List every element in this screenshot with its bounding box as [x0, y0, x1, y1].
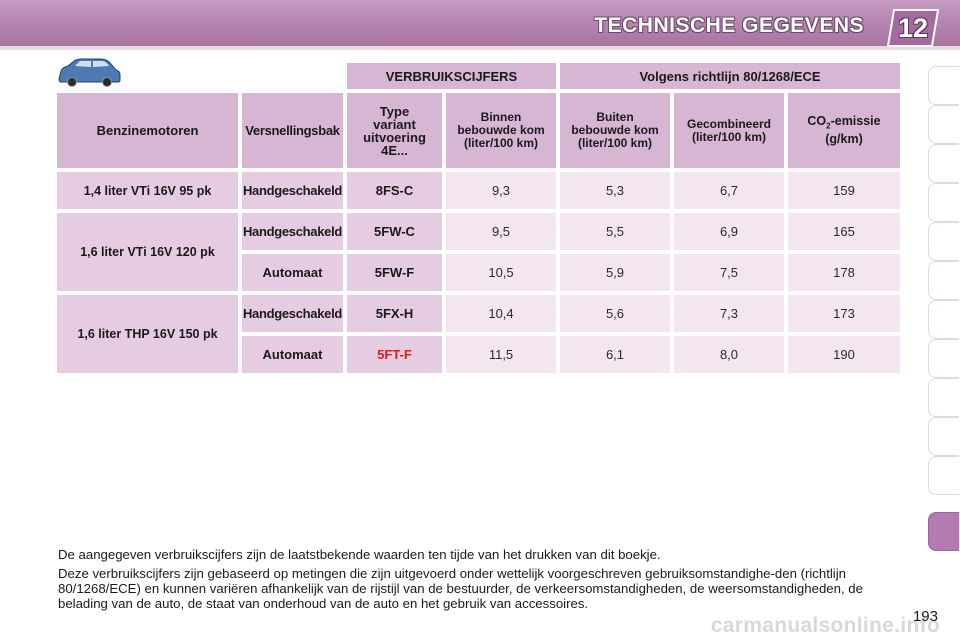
chapter-tab[interactable] — [928, 417, 959, 456]
chapter-tab[interactable] — [928, 339, 959, 378]
type-cell: 5FW-C — [347, 213, 442, 250]
header-engines: Benzinemotoren — [57, 93, 238, 168]
chapter-badge-icon — [886, 8, 940, 48]
chapter-header-bar — [0, 0, 960, 46]
gearbox-cell: Automaat — [242, 254, 343, 291]
header-underline — [0, 46, 960, 50]
combined-cell: 7,3 — [674, 295, 784, 332]
combined-cell: 8,0 — [674, 336, 784, 373]
table-row: Automaat 5FT-F 11,5 6,1 8,0 190 — [57, 336, 900, 373]
page-number: 193 — [912, 608, 938, 625]
note-paragraph: Deze verbruikscijfers zijn gebaseerd op … — [58, 566, 863, 611]
table-row: 1,6 liter VTi 16V 120 pk Handgeschakeld … — [57, 213, 900, 291]
combined-cell: 6,7 — [674, 172, 784, 209]
table-row: Automaat 5FW-F 10,5 5,9 7,5 178 — [57, 254, 900, 291]
gearbox-cell: Handgeschakeld — [242, 172, 343, 209]
extra-urban-cell: 6,1 — [560, 336, 670, 373]
chapter-number: 12 — [897, 13, 929, 43]
engine-cell: 1,6 liter THP 16V 150 pk — [57, 295, 238, 373]
header-urban: Binnen bebouwde kom (liter/100 km) — [446, 93, 556, 168]
co2-cell: 190 — [788, 336, 900, 373]
co2-cell: 159 — [788, 172, 900, 209]
chapter-title: TECHNISCHE GEGEVENS — [594, 14, 864, 37]
consumption-table: VERBRUIKSCIJFERS Volgens richtlijn 80/12… — [53, 59, 904, 377]
co2-cell: 178 — [788, 254, 900, 291]
urban-cell: 11,5 — [446, 336, 556, 373]
header-extra-urban: Buiten bebouwde kom (liter/100 km) — [560, 93, 670, 168]
note-paragraph: De aangegeven verbruikscijfers zijn de l… — [58, 547, 661, 562]
gearbox-cell: Handgeschakeld — [242, 213, 343, 250]
table-title-consumption: VERBRUIKSCIJFERS — [347, 63, 556, 89]
chapter-tab-active[interactable] — [928, 512, 959, 551]
chapter-tab[interactable] — [928, 222, 959, 261]
type-cell: 5FX-H — [347, 295, 442, 332]
chapter-tab[interactable] — [928, 261, 959, 300]
table-row: 1,6 liter THP 16V 150 pk Handgeschakeld … — [57, 295, 900, 373]
spacer-cell — [57, 63, 343, 89]
urban-cell: 9,5 — [446, 213, 556, 250]
header-combined: Gecombineerd (liter/100 km) — [674, 93, 784, 168]
extra-urban-cell: 5,9 — [560, 254, 670, 291]
chapter-tab[interactable] — [928, 105, 959, 144]
chapter-tab[interactable] — [928, 183, 959, 222]
co2-cell: 173 — [788, 295, 900, 332]
chapter-tab[interactable] — [928, 66, 959, 105]
chapter-tab[interactable] — [928, 300, 959, 339]
watermark: carmanualsonline.info — [710, 614, 940, 637]
urban-cell: 9,3 — [446, 172, 556, 209]
table-title-directive: Volgens richtlijn 80/1268/ECE — [560, 63, 900, 89]
header-type: Type variant uitvoering 4E... — [347, 93, 442, 168]
table-row: 1,4 liter VTi 16V 95 pk Handgeschakeld 8… — [57, 172, 900, 209]
type-cell: 8FS-C — [347, 172, 442, 209]
chapter-tabs — [928, 66, 960, 626]
gearbox-cell: Automaat — [242, 336, 343, 373]
combined-cell: 7,5 — [674, 254, 784, 291]
extra-urban-cell: 5,5 — [560, 213, 670, 250]
notes: De aangegeven verbruikscijfers zijn de l… — [58, 547, 908, 615]
co2-cell: 165 — [788, 213, 900, 250]
type-cell: 5FT-F — [347, 336, 442, 373]
header-gearbox: Versnellingsbak — [242, 93, 343, 168]
urban-cell: 10,5 — [446, 254, 556, 291]
chapter-tab[interactable] — [928, 456, 959, 495]
chapter-tab[interactable] — [928, 144, 959, 183]
header-co2: CO2-emissie (g/km) — [788, 93, 900, 168]
extra-urban-cell: 5,6 — [560, 295, 670, 332]
type-cell: 5FW-F — [347, 254, 442, 291]
extra-urban-cell: 5,3 — [560, 172, 670, 209]
car-icon — [55, 58, 123, 88]
chapter-tab[interactable] — [928, 378, 959, 417]
engine-cell: 1,4 liter VTi 16V 95 pk — [57, 172, 238, 209]
engine-cell: 1,6 liter VTi 16V 120 pk — [57, 213, 238, 291]
combined-cell: 6,9 — [674, 213, 784, 250]
gearbox-cell: Handgeschakeld — [242, 295, 343, 332]
urban-cell: 10,4 — [446, 295, 556, 332]
